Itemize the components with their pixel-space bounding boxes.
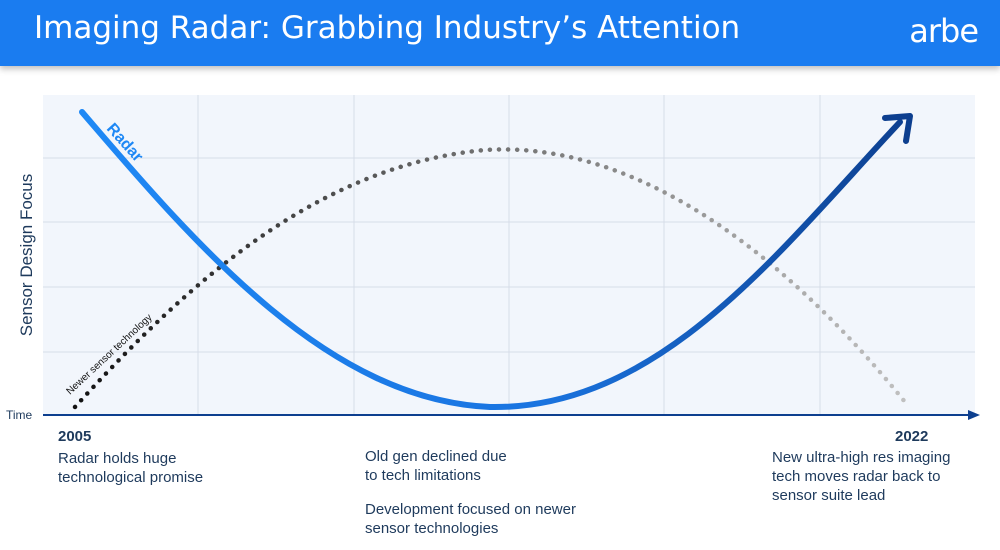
end-note-line: sensor suite lead (772, 487, 886, 504)
end-year: 2022 (895, 428, 929, 445)
end-note-line: New ultra-high res imaging (772, 449, 951, 466)
end-note-line: tech moves radar back to (772, 468, 941, 485)
mid-note-line: Old gen declined due (365, 448, 507, 465)
y-axis-label: Sensor Design Focus (17, 173, 36, 337)
radar-curve (79, 109, 903, 411)
x-axis-label: Time (6, 408, 33, 422)
start-note-line: technological promise (58, 469, 204, 486)
time-axis-arrowhead (968, 410, 980, 420)
mid-note-development: Development focused on newer sensor tech… (365, 500, 576, 538)
radar-arrowhead (882, 113, 913, 144)
start-note: Radar holds huge technological promise (58, 449, 203, 487)
page-title: Imaging Radar: Grabbing Industry’s Atten… (34, 10, 741, 46)
mid-note-line: sensor technologies (365, 520, 499, 537)
arbe-logo: arbe (909, 12, 979, 50)
start-note-line: Radar holds huge (58, 450, 177, 467)
mid-note-decline: Old gen declined due to tech limitations (365, 447, 507, 485)
header-bar: Imaging Radar: Grabbing Industry’s Atten… (0, 0, 1000, 66)
mid-note-line: Development focused on newer (365, 501, 576, 518)
mid-note-line: to tech limitations (365, 467, 481, 484)
end-note: New ultra-high res imaging tech moves ra… (772, 448, 950, 505)
start-year: 2005 (58, 428, 92, 445)
